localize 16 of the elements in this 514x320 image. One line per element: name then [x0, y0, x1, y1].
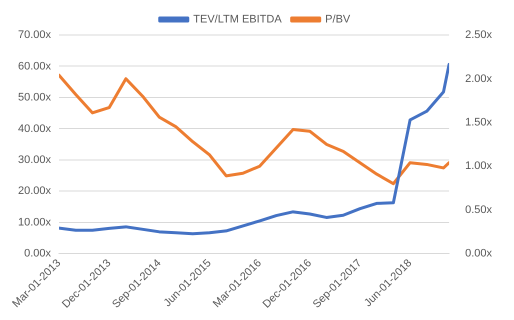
- y2-tick-label: 2.50x: [465, 29, 492, 42]
- y2-tick-label: 2.00x: [465, 72, 492, 85]
- y2-tick-label: 0.00x: [465, 248, 492, 260]
- y2-tick-label: 1.50x: [465, 116, 492, 129]
- y-tick-label: 40.00x: [18, 122, 52, 135]
- legend-label: P/BV: [325, 14, 351, 26]
- y2-tick-label: 1.00x: [465, 160, 492, 172]
- y2-tick-label: 0.50x: [465, 204, 492, 216]
- y-tick-label: 10.00x: [18, 216, 52, 228]
- legend-label: TEV/LTM EBITDA: [193, 14, 282, 26]
- y-tick-label: 30.00x: [18, 154, 52, 166]
- y-tick-label: 70.00x: [18, 29, 52, 42]
- y-tick-label: 50.00x: [18, 92, 52, 104]
- y-tick-label: 20.00x: [18, 185, 52, 198]
- y-tick-label: 60.00x: [18, 60, 52, 72]
- y-tick-label: 0.00x: [24, 248, 52, 260]
